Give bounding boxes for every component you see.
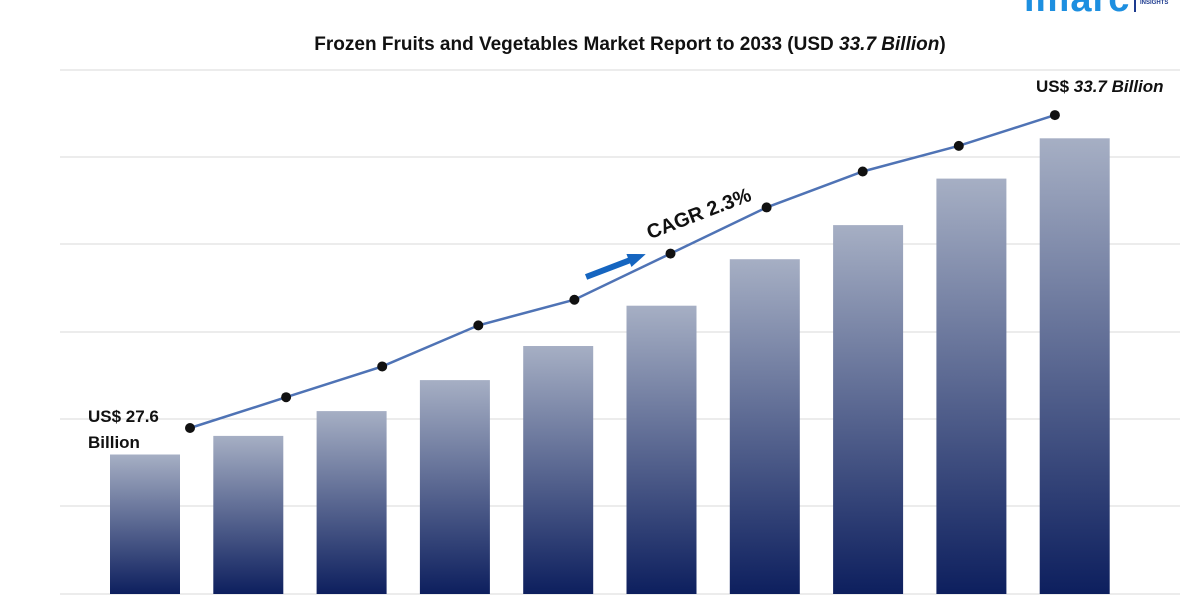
cagr-arrow-icon xyxy=(584,253,646,280)
bar xyxy=(523,346,594,594)
trend-point xyxy=(761,202,772,213)
bars xyxy=(110,138,1110,595)
trend-point xyxy=(665,248,676,259)
trend-point xyxy=(1049,110,1060,121)
trend-point xyxy=(377,361,388,372)
chart-title: Frozen Fruits and Vegetables Market Repo… xyxy=(0,34,1200,56)
bar xyxy=(316,411,387,594)
bar xyxy=(833,225,904,594)
trend-point xyxy=(281,392,292,403)
chart-title-suffix: ) xyxy=(939,34,946,55)
trend-point xyxy=(569,294,580,305)
bar xyxy=(936,178,1007,594)
cagr-annotation: CAGR 2.3% xyxy=(580,184,780,298)
bar xyxy=(110,454,180,594)
imarc-logo: imarc xyxy=(1024,0,1130,21)
bar xyxy=(419,380,490,594)
trend-line-group xyxy=(185,110,1060,433)
bar xyxy=(626,305,697,594)
trend-point xyxy=(953,140,964,151)
start-value-line1: US$ 27.6 xyxy=(88,407,159,426)
chart-title-value: 33.7 Billion xyxy=(839,34,940,55)
end-value-prefix: US$ xyxy=(1036,77,1074,96)
end-value-label: US$ 33.7 Billion xyxy=(1036,77,1164,97)
bar xyxy=(1039,138,1110,595)
start-value-line2: Billion xyxy=(88,433,140,452)
trend-point xyxy=(473,320,484,331)
bar xyxy=(213,435,284,594)
logo-divider xyxy=(1134,0,1136,12)
chart-title-text: Frozen Fruits and Vegetables Market Repo… xyxy=(314,34,840,55)
trend-point xyxy=(185,423,195,433)
end-value-amount: 33.7 Billion xyxy=(1073,77,1164,96)
bar xyxy=(729,259,800,594)
start-value-label: US$ 27.6 Billion xyxy=(88,404,159,456)
logo-tagline: INSIGHTS xyxy=(1140,0,1169,6)
trend-line xyxy=(189,113,1056,430)
trend-point xyxy=(857,166,868,177)
